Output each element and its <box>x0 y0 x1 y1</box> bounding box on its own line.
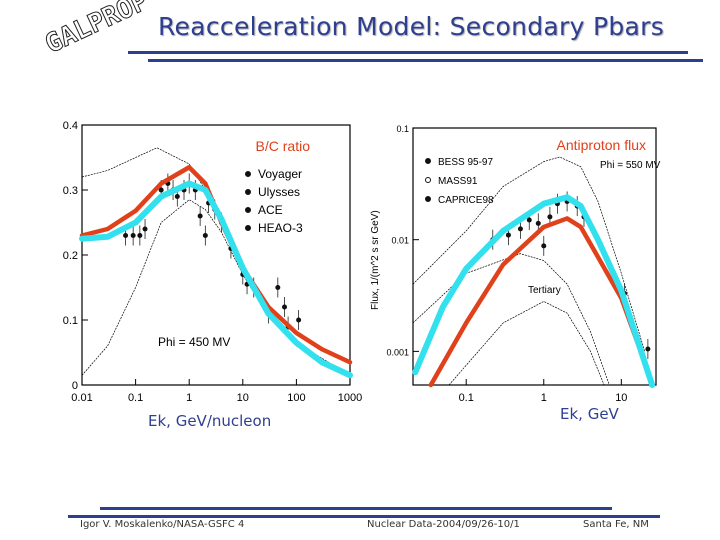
data-point <box>275 285 281 290</box>
model-curve-thin <box>412 156 646 352</box>
data-point <box>645 346 651 352</box>
legend-entry: ACE <box>258 203 283 217</box>
legend-entry: BESS 95-97 <box>438 157 493 168</box>
legend-entry: HEAO-3 <box>258 221 303 235</box>
data-point <box>526 217 532 223</box>
phi-annotation: Phi = 450 MV <box>158 335 230 349</box>
y-tick-label: 0.001 <box>386 347 409 357</box>
x-tick-label: 10 <box>237 392 249 404</box>
legend-entry: Voyager <box>258 167 302 181</box>
legend-marker <box>245 189 251 195</box>
cyan-model-curve <box>79 180 353 379</box>
y-axis-label: Flux, 1/(m^2 s sr GeV) <box>370 210 381 310</box>
data-point <box>282 304 288 310</box>
data-point <box>197 213 203 219</box>
y-tick-label: 0.4 <box>63 120 78 132</box>
data-point <box>505 232 511 238</box>
page-title: Reacceleration Model: Secondary Pbars <box>158 12 665 41</box>
bc-x-axis-label: Ek, GeV/nucleon <box>148 412 272 430</box>
phi-annotation: Phi = 550 MV <box>600 160 661 171</box>
x-tick-label: 100 <box>287 392 305 404</box>
data-point <box>541 243 547 249</box>
data-point <box>174 194 180 199</box>
legend-entry: Ulysses <box>258 185 300 199</box>
legend-entry: MASS91 <box>438 176 478 187</box>
x-tick-label: 0.1 <box>128 392 143 404</box>
data-point <box>142 226 148 232</box>
plot-frame <box>412 127 657 386</box>
data-point <box>158 187 164 193</box>
y-tick-label: 0.1 <box>63 315 78 327</box>
pbar-x-axis-label: Ek, GeV <box>560 405 619 423</box>
footer-rule-top <box>100 507 612 510</box>
x-tick-label: 0.1 <box>459 392 474 404</box>
legend-marker <box>425 177 431 183</box>
data-point <box>547 214 553 220</box>
legend-marker <box>425 196 431 202</box>
y-tick-label: 0.1 <box>396 124 409 134</box>
x-tick-label: 10 <box>615 392 627 404</box>
x-tick-label: 1 <box>186 392 192 404</box>
legend-marker <box>425 158 431 164</box>
chart-title: Antiproton flux <box>557 137 647 153</box>
y-tick-label: 0 <box>72 380 78 392</box>
legend-marker <box>245 207 251 213</box>
legend-marker <box>245 225 251 231</box>
x-tick-label: 1 <box>541 392 547 404</box>
legend-marker <box>245 171 251 177</box>
title-rule-top <box>128 51 688 54</box>
title-rule-bottom <box>148 59 703 62</box>
data-point <box>137 233 143 238</box>
red-model-curve <box>79 165 353 365</box>
y-tick-label: 0.01 <box>391 236 409 246</box>
data-point <box>517 226 523 232</box>
legend-entry: CAPRICE98 <box>438 195 494 206</box>
data-point <box>535 220 541 226</box>
chart-title: B/C ratio <box>256 138 311 154</box>
data-point <box>130 233 136 238</box>
footer-author: Igor V. Moskalenko/NASA-GSFC 4 <box>80 519 245 530</box>
y-tick-label: 0.3 <box>63 185 78 197</box>
footer-rule-bottom <box>68 515 660 518</box>
tertiary-label: Tertiary <box>528 285 561 296</box>
x-tick-label: 0.01 <box>71 392 92 404</box>
x-tick-label: 1000 <box>338 392 362 404</box>
y-tick-label: 0.2 <box>63 250 78 262</box>
data-point <box>296 317 302 323</box>
red-model-curve <box>428 216 655 388</box>
footer-location: Santa Fe, NM <box>583 519 649 530</box>
model-curve-thin <box>448 301 605 386</box>
footer-conference: Nuclear Data-2004/09/26-10/1 <box>367 519 520 530</box>
data-point <box>123 233 129 238</box>
cyan-model-curve <box>412 194 656 388</box>
data-point <box>202 233 208 238</box>
